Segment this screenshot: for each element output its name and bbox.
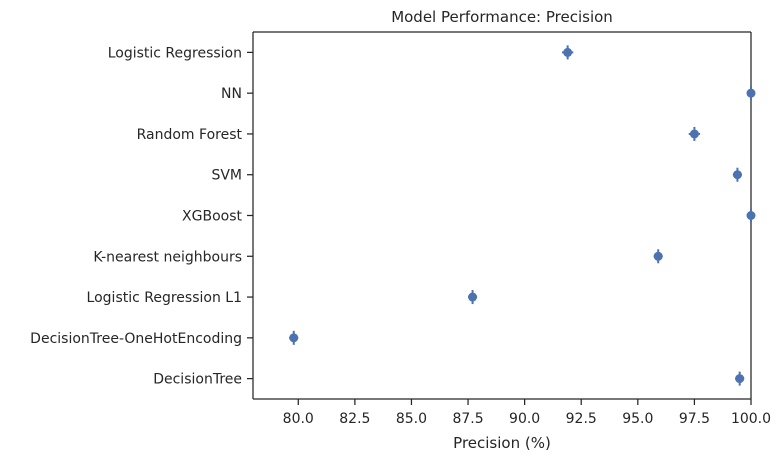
y-tick-label: Logistic Regression [108, 45, 242, 61]
x-tick-label: 90.0 [509, 411, 540, 427]
y-tick-label: K-nearest neighbours [93, 249, 242, 265]
x-tick-label: 85.0 [396, 411, 427, 427]
plot-frame [252, 31, 752, 400]
x-tick-label: 95.0 [622, 411, 653, 427]
data-point [746, 211, 756, 220]
y-tick-label: XGBoost [182, 209, 242, 225]
x-tick-label: 92.5 [566, 411, 597, 427]
y-tick-label: DecisionTree [153, 372, 242, 388]
data-point [653, 251, 663, 261]
data-point [746, 88, 756, 98]
x-tick-label: 82.5 [339, 411, 370, 427]
y-tick-label: NN [221, 86, 242, 102]
y-tick-label: SVM [211, 168, 242, 184]
data-point [468, 292, 478, 302]
data-point [563, 47, 573, 57]
x-tick-label: 97.5 [679, 411, 710, 427]
x-tick-label: 80.0 [283, 411, 314, 427]
y-tick-label: Logistic Regression L1 [87, 290, 242, 306]
x-axis: 80.0 82.5 85.0 87.5 90.0 92.5 95.0 97.5 100.0 [283, 399, 771, 427]
data-point [689, 129, 699, 139]
data-points [289, 45, 756, 386]
chart-title: Model Performance: Precision [391, 8, 613, 26]
data-point [732, 170, 742, 180]
y-tick-label: Random Forest [137, 127, 243, 143]
y-tick-label: DecisionTree-OneHotEncoding [30, 331, 242, 347]
x-tick-label: 100.0 [731, 411, 771, 427]
x-tick-label: 87.5 [452, 411, 483, 427]
data-point [735, 374, 745, 384]
y-axis: Logistic Regression NN Random Forest SVM XGB… [30, 45, 253, 388]
data-point [289, 333, 299, 343]
x-axis-title: Precision (%) [453, 434, 551, 452]
